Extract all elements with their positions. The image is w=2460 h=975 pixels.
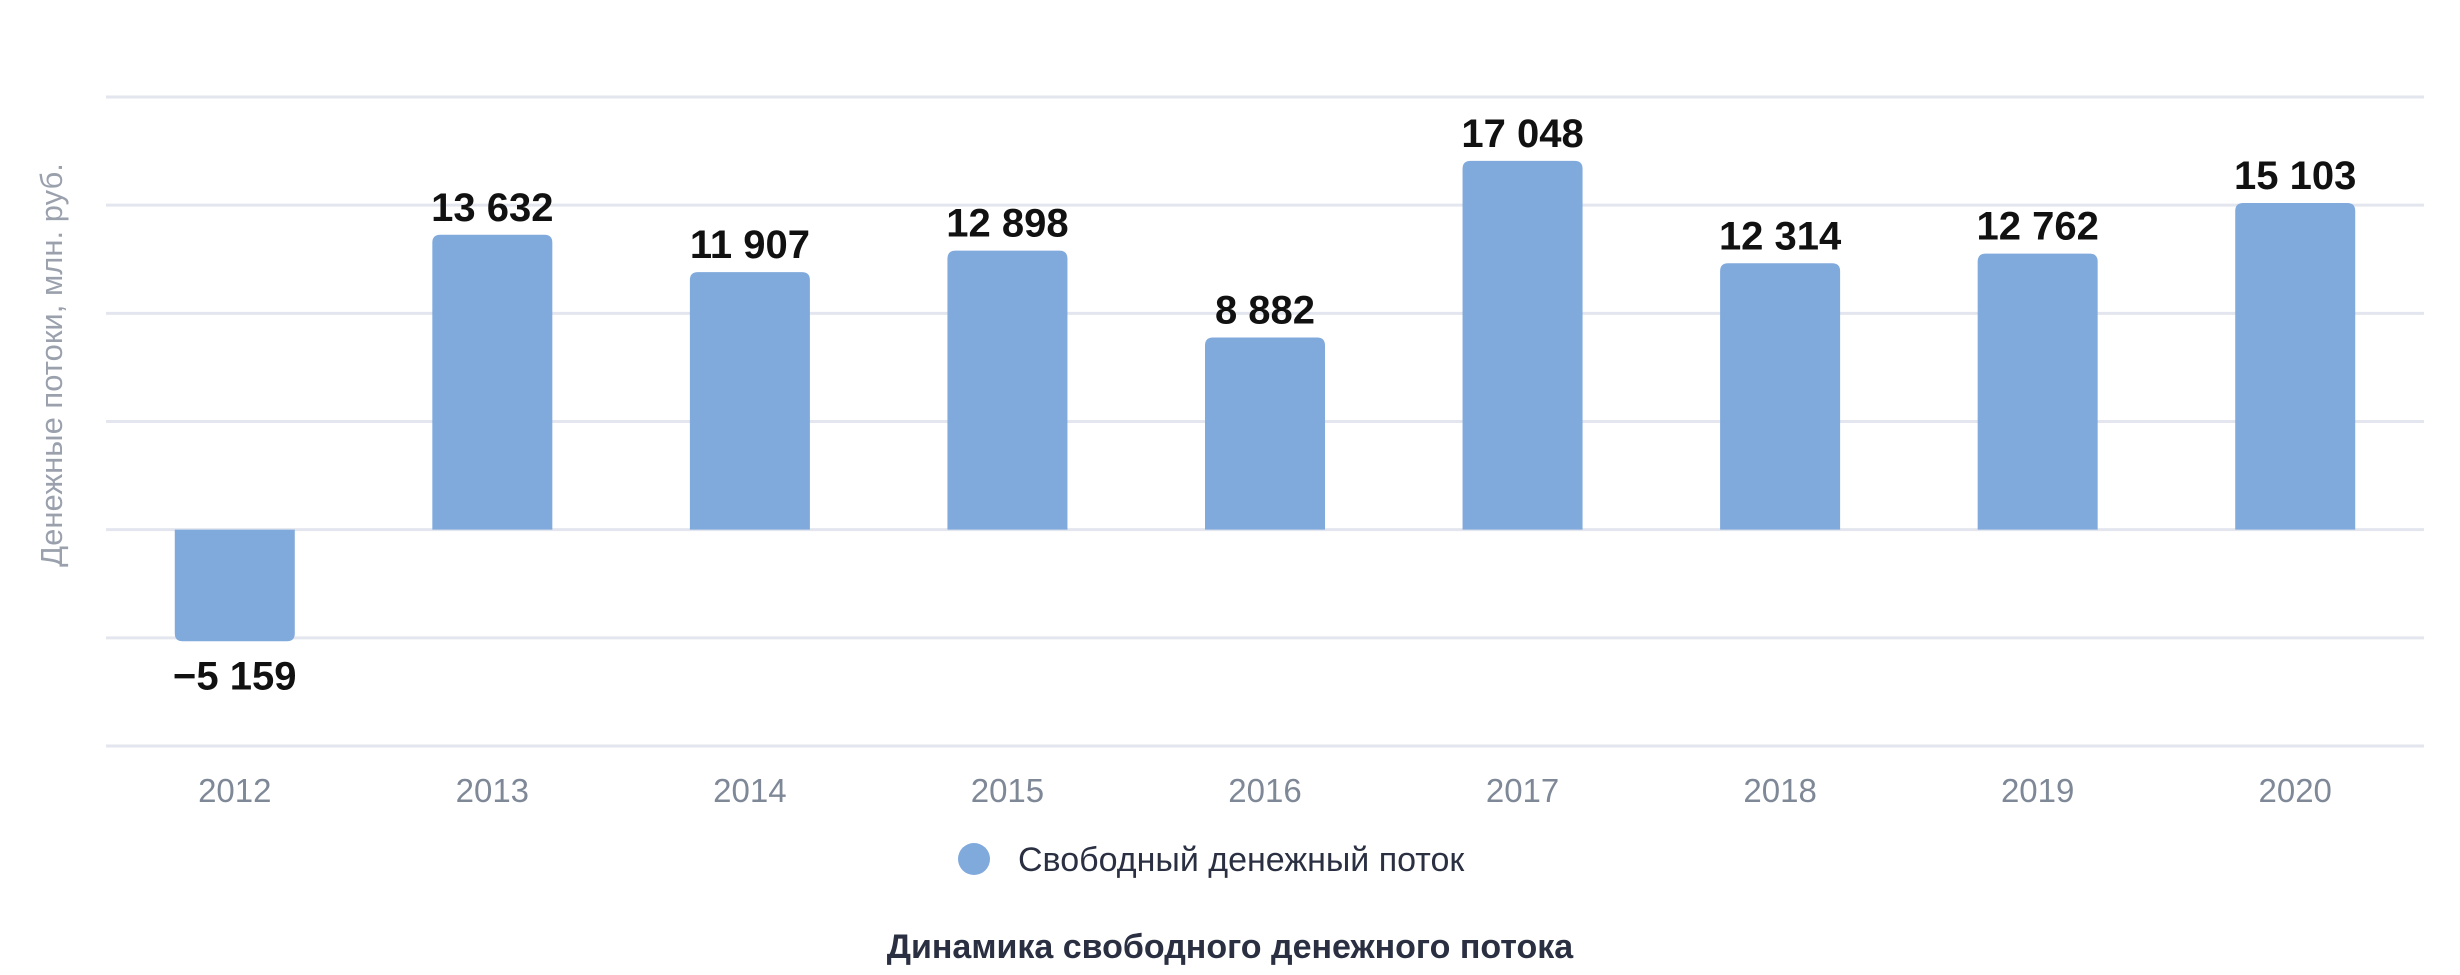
data-label-2016: 8 882 [1215,289,1315,333]
value-labels: −5 159 13 632 11 907 12 898 8 882 17 048 12 31… [173,112,2356,698]
bar-2012[interactable] [174,529,295,642]
legend-swatch [958,843,990,875]
x-tick-2019: 2019 [2001,772,2074,809]
bars [174,160,2356,642]
x-tick-2013: 2013 [456,772,529,809]
bar-2014[interactable] [689,272,810,530]
bar-2015[interactable] [947,250,1068,530]
bar-2013[interactable] [432,234,553,530]
bar-2018[interactable] [1720,263,1841,530]
y-axis-label: Денежные потоки, млн. руб. [34,163,69,567]
data-label-2019: 12 762 [1976,205,2098,249]
data-label-2017: 17 048 [1461,112,1583,156]
data-label-2014: 11 907 [690,223,810,267]
x-tick-2020: 2020 [2259,772,2332,809]
x-tick-2016: 2016 [1228,772,1301,809]
bar-2019[interactable] [1977,253,2098,530]
chart-title: Динамика свободного денежного потока [887,928,1575,966]
data-label-2012: −5 159 [173,654,296,698]
x-tick-2012: 2012 [198,772,271,809]
bar-2016[interactable] [1205,337,1325,530]
legend-item-label: Свободный денежный поток [1018,841,1465,879]
data-label-2015: 12 898 [946,202,1068,246]
x-tick-2014: 2014 [713,772,786,809]
bar-2020[interactable] [2235,202,2356,530]
legend[interactable]: Свободный денежный поток [958,841,1465,879]
x-tick-2017: 2017 [1486,772,1559,809]
bar-2017[interactable] [1462,160,1583,530]
data-label-2020: 15 103 [2234,154,2356,198]
x-tick-labels: 2012 2013 2014 2015 2016 2017 2018 2019 2020 [198,772,2332,809]
data-label-2013: 13 632 [431,186,553,230]
data-label-2018: 12 314 [1719,214,1842,258]
x-tick-2015: 2015 [971,772,1044,809]
x-tick-2018: 2018 [1743,772,1816,809]
